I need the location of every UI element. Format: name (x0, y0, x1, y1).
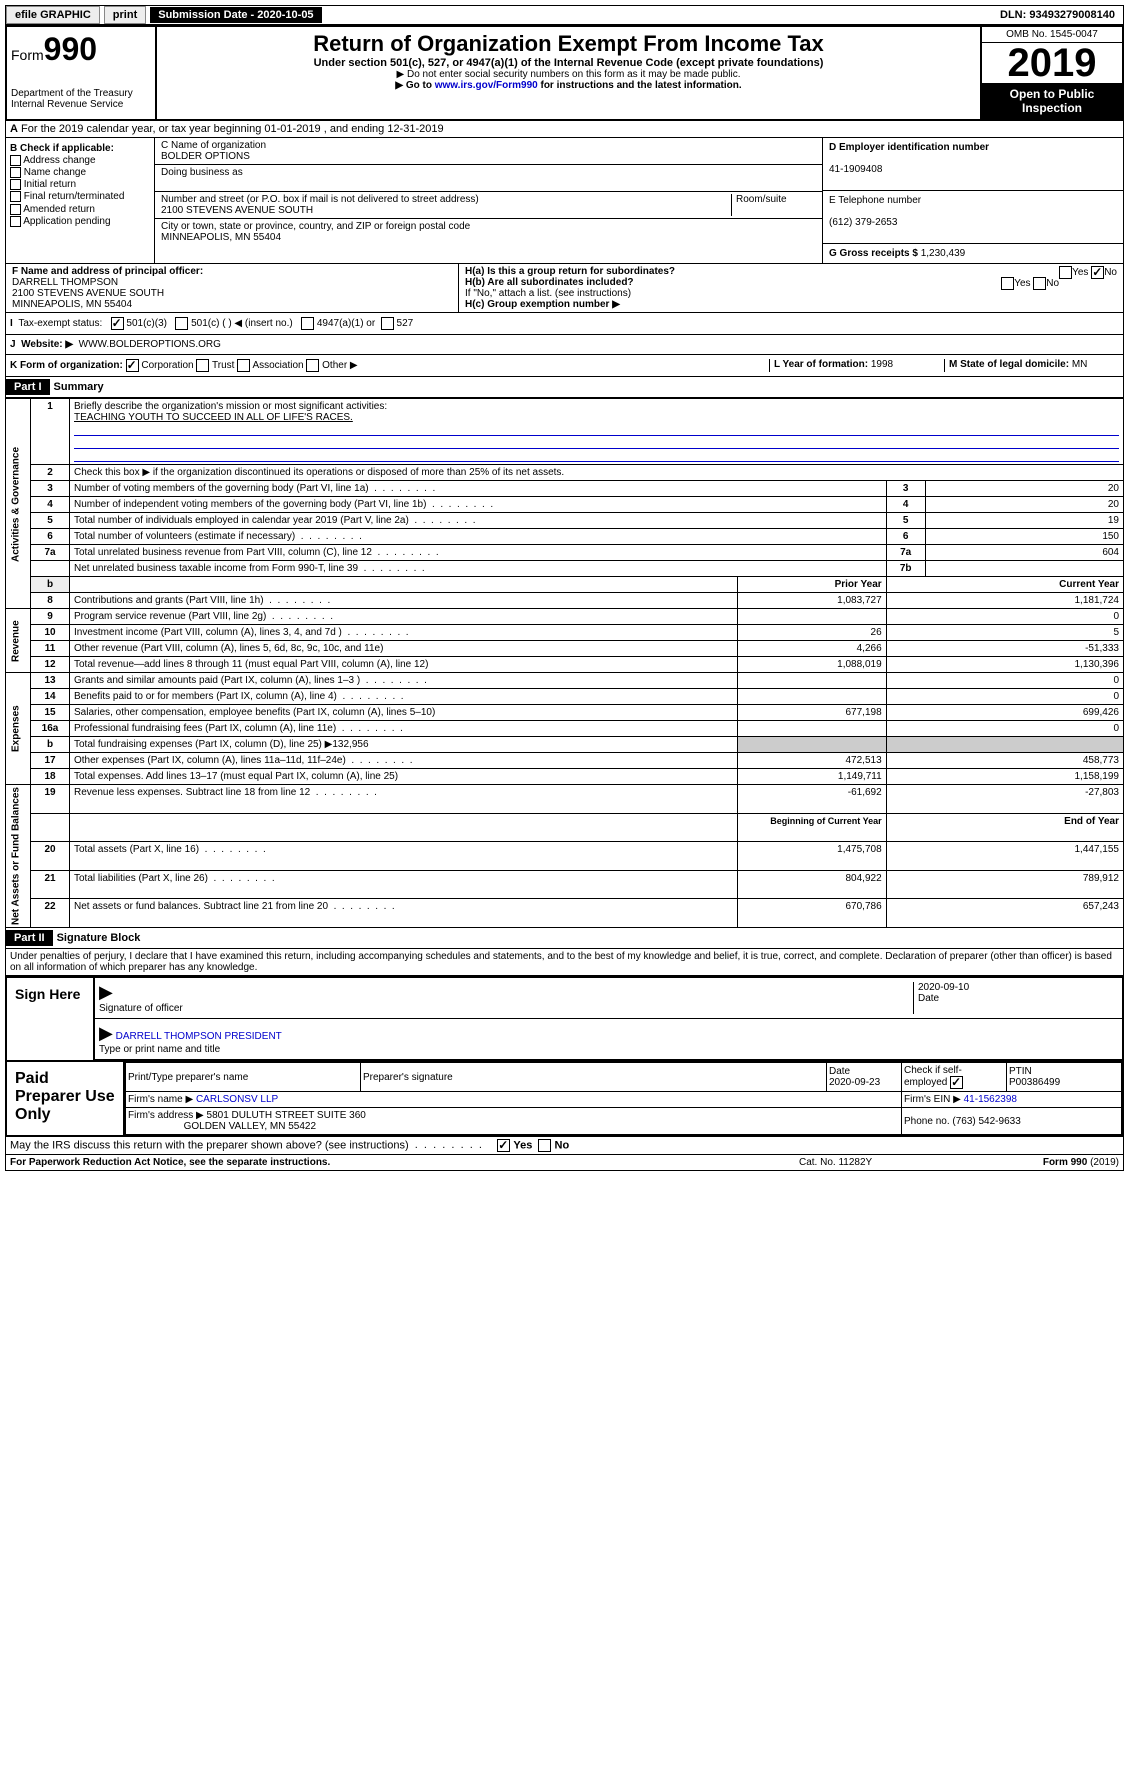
box-f: F Name and address of principal officer:… (6, 264, 459, 312)
print-button[interactable]: print (104, 6, 146, 24)
footer-line: For Paperwork Reduction Act Notice, see … (5, 1155, 1124, 1171)
officer-name-link[interactable]: DARRELL THOMPSON PRESIDENT (116, 1031, 282, 1042)
part-i-header: Part ISummary (5, 377, 1124, 398)
form-title: Return of Organization Exempt From Incom… (161, 31, 976, 57)
sign-here-block: Sign Here ▶Signature of officer2020-09-1… (5, 976, 1124, 1062)
top-toolbar: efile GRAPHIC print Submission Date - 20… (5, 5, 1124, 25)
box-c: C Name of organizationBOLDER OPTIONS Doi… (155, 138, 823, 263)
summary-table: Activities & Governance 1Briefly describ… (5, 398, 1124, 928)
box-h: H(a) Is this a group return for subordin… (459, 264, 1123, 312)
box-defg: D Employer identification number41-19094… (823, 138, 1123, 263)
signature-declaration: Under penalties of perjury, I declare th… (5, 949, 1124, 976)
discuss-line: May the IRS discuss this return with the… (5, 1137, 1124, 1155)
part-ii-header: Part IISignature Block (5, 928, 1124, 949)
header-left: Form990 Department of the Treasury Inter… (7, 27, 157, 119)
paid-preparer-block: Paid Preparer Use Only Print/Type prepar… (5, 1062, 1124, 1137)
line-klm: K Form of organization: Corporation Trus… (5, 355, 1124, 377)
line-i-tax-exempt: I Tax-exempt status: 501(c)(3) 501(c) ( … (5, 313, 1124, 335)
line-j-website: J Website: ▶ WWW.BOLDEROPTIONS.ORG (5, 335, 1124, 355)
section-abcdefg: B Check if applicable: Address change Na… (5, 138, 1124, 264)
submission-date: Submission Date - 2020-10-05 (150, 7, 321, 23)
header-center: Return of Organization Exempt From Incom… (157, 27, 980, 119)
dln: DLN: 93493279008140 (992, 7, 1123, 23)
tax-year-line: A For the 2019 calendar year, or tax yea… (5, 121, 1124, 138)
form-header: Form990 Department of the Treasury Inter… (5, 25, 1124, 121)
firm-link[interactable]: CARLSONSV LLP (196, 1094, 278, 1105)
efile-button[interactable]: efile GRAPHIC (6, 6, 100, 24)
section-fh: F Name and address of principal officer:… (5, 264, 1124, 313)
header-right: OMB No. 1545-0047 2019 Open to Public In… (980, 27, 1122, 119)
irs-link[interactable]: www.irs.gov/Form990 (435, 80, 538, 91)
box-b: B Check if applicable: Address change Na… (6, 138, 155, 263)
